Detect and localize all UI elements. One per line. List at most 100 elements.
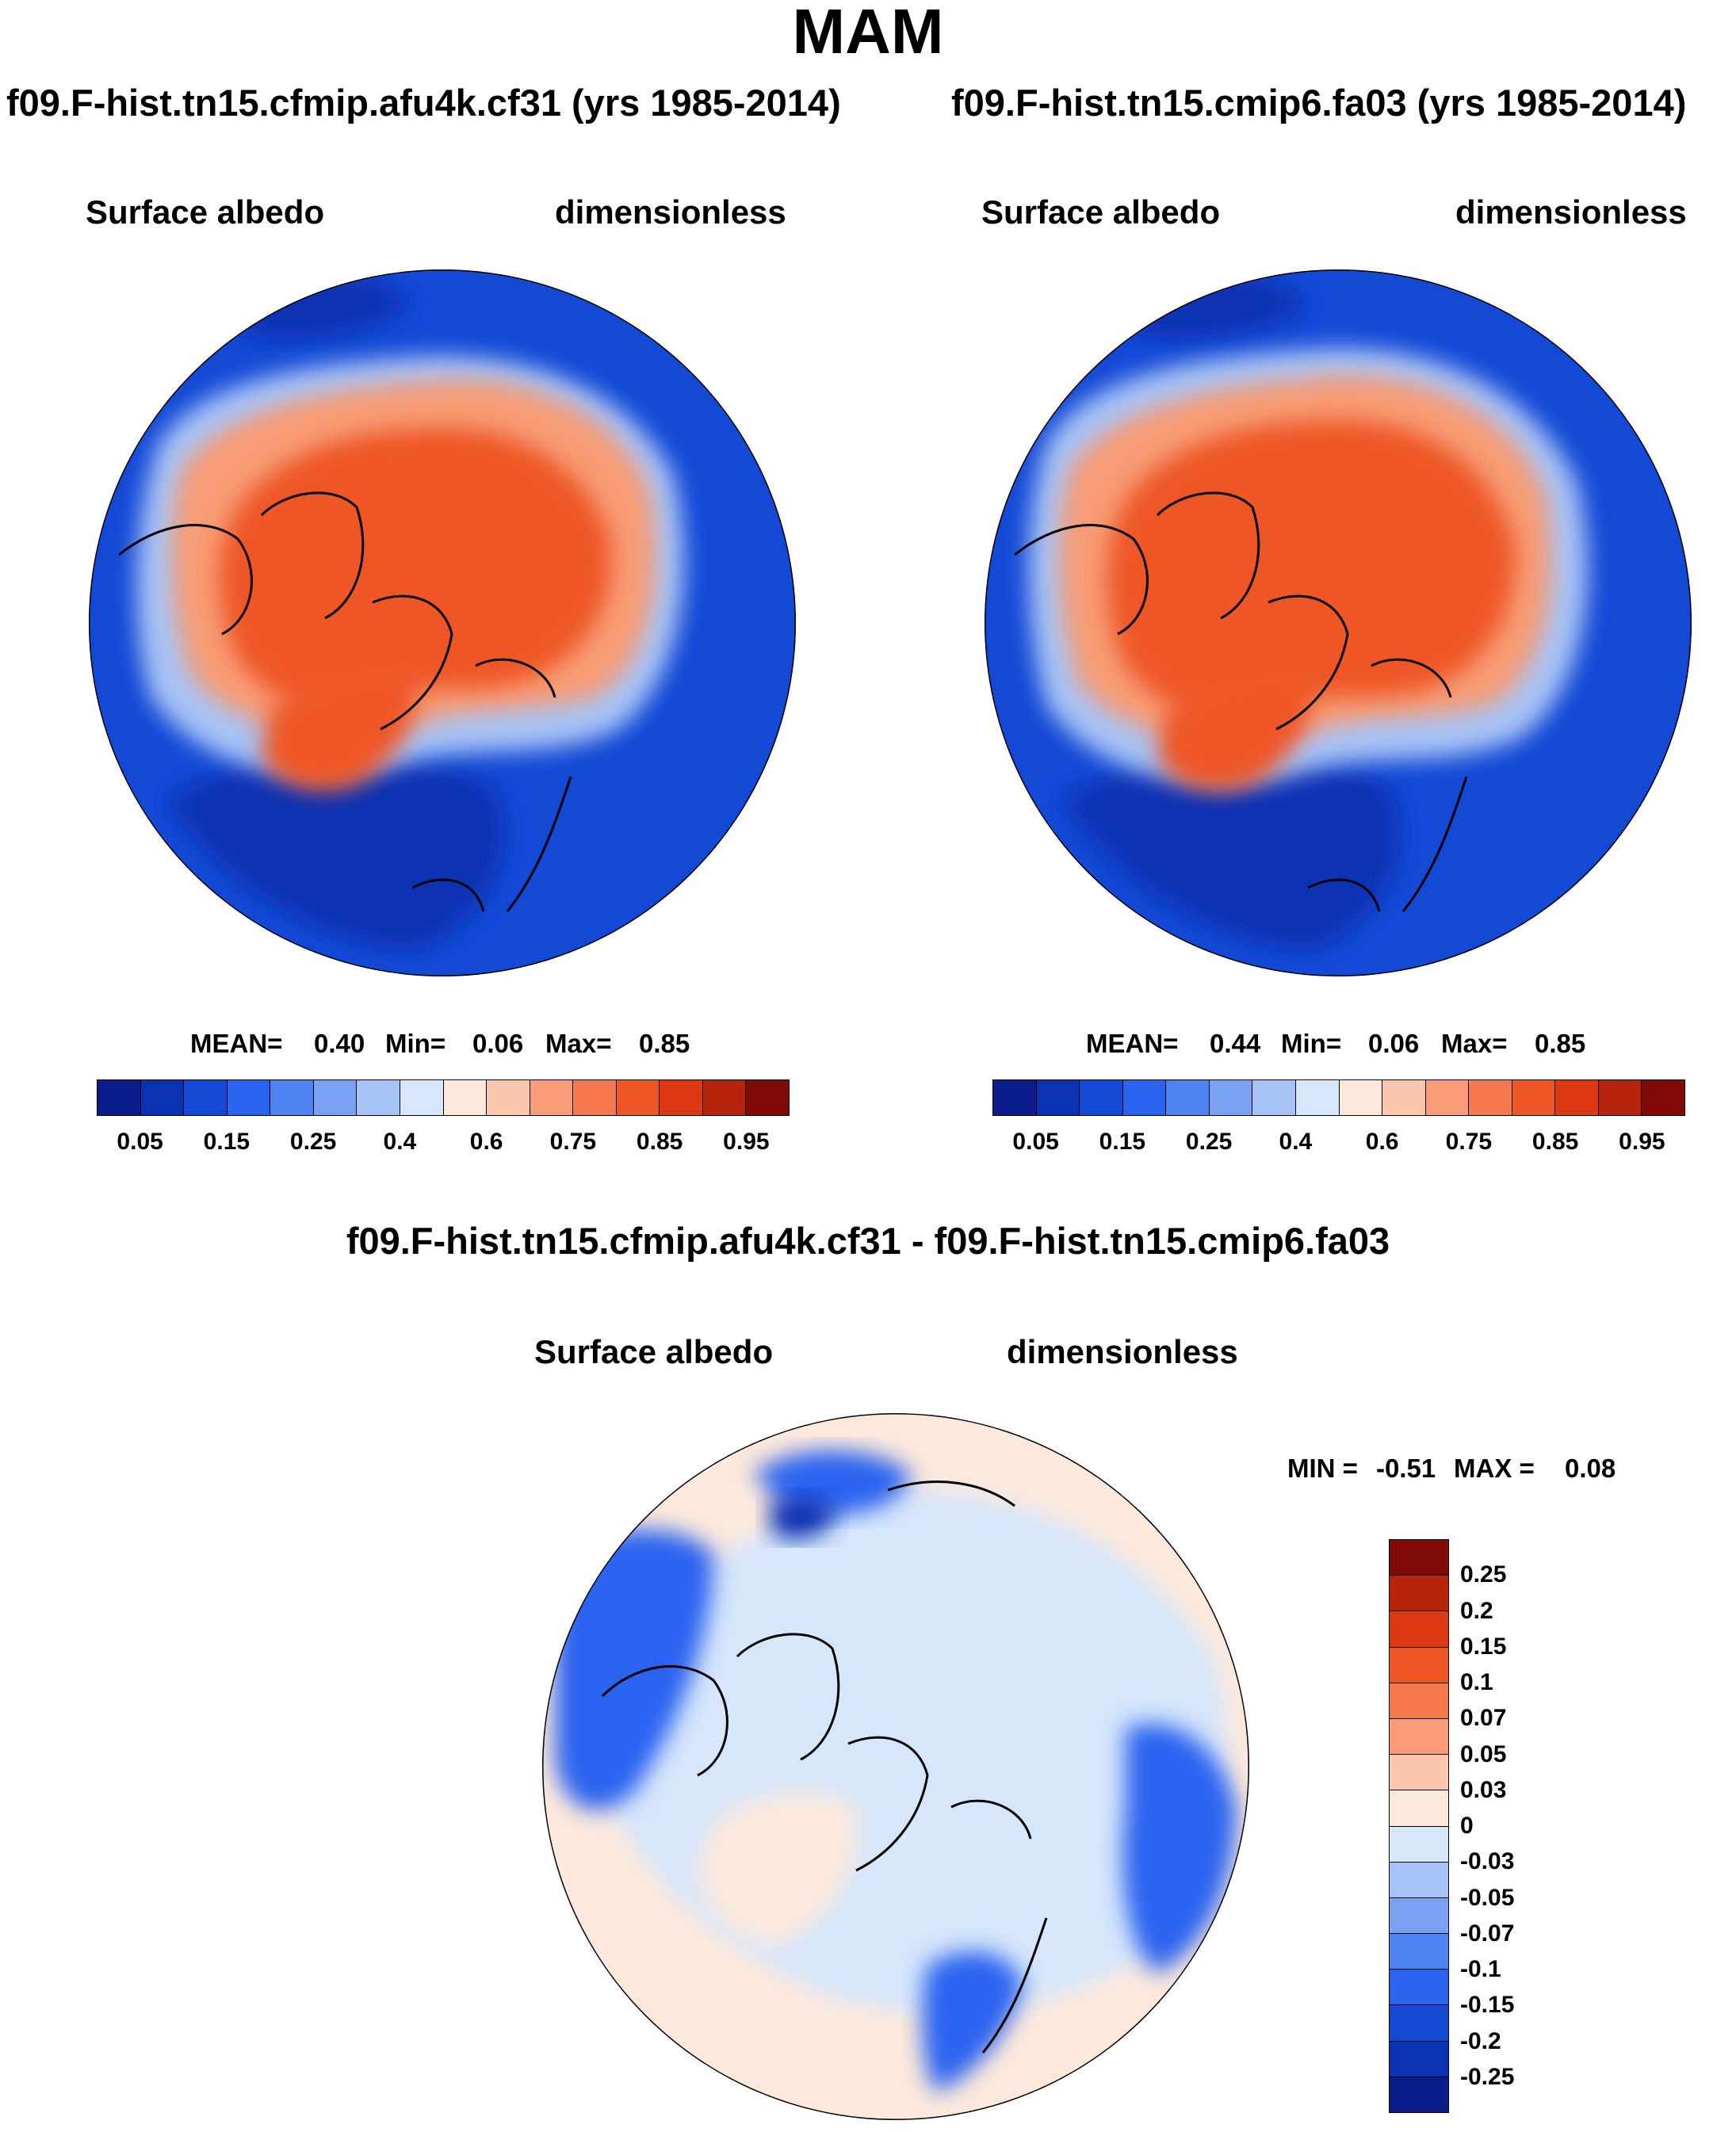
diff-min-label: MIN = [1287, 1454, 1358, 1483]
colorbar-tick-label: -0.25 [1460, 2063, 1515, 2090]
colorbar-swatch [227, 1080, 271, 1115]
left-max-label: Max= [545, 1029, 612, 1058]
colorbar-tick-label: 0.05 [1012, 1129, 1059, 1155]
colorbar-swatch [1209, 1080, 1253, 1115]
colorbar-tick-label: 0.05 [117, 1129, 163, 1155]
figure-title: MAM [792, 0, 944, 67]
colorbar-swatch [1295, 1080, 1340, 1115]
diff-units-label: dimensionless [1007, 1333, 1238, 1370]
colorbar-swatch [993, 1080, 1037, 1115]
left-min-label: Min= [385, 1029, 446, 1058]
diff-max-value: 0.08 [1565, 1454, 1616, 1483]
right-min-value: 0.06 [1368, 1029, 1420, 1058]
colorbar-swatch [573, 1080, 617, 1115]
colorbar-tick-label: 0.05 [1460, 1740, 1507, 1767]
diff-title: f09.F-hist.tn15.cfmip.afu4k.cf31 - f09.F… [346, 1220, 1390, 1262]
diff-variable-label: Surface albedo [534, 1333, 774, 1370]
colorbar-swatch [1390, 1790, 1448, 1827]
right-sea-ice [1107, 420, 1516, 712]
colorbar-swatch [702, 1080, 747, 1115]
colorbar-tick-label: 0.85 [1531, 1129, 1579, 1155]
left-units-label: dimensionless [555, 193, 786, 231]
diff-neg-strong [769, 1496, 836, 1539]
left-min-value: 0.06 [472, 1029, 524, 1058]
colorbar-tick-label: -0.15 [1460, 1992, 1515, 2019]
right-greenland-ice [1157, 667, 1313, 791]
colorbar-swatch [1555, 1080, 1599, 1115]
colorbar-tick-label: 0.25 [289, 1129, 337, 1155]
colorbar-tick-label: 0.15 [1460, 1633, 1507, 1660]
right-max-label: Max= [1441, 1029, 1508, 1058]
diff-neg-west [555, 1530, 713, 1810]
left-variable-label: Surface albedo [86, 193, 325, 231]
colorbar-swatch [616, 1080, 660, 1115]
right-coastline [1014, 491, 1468, 912]
colorbar-tick-label: 0 [1460, 1813, 1474, 1839]
left-max-value: 0.85 [639, 1029, 690, 1058]
colorbar-swatch [1425, 1080, 1470, 1115]
colorbar-swatch [443, 1080, 488, 1115]
left-mean-label: MEAN= [190, 1029, 283, 1058]
colorbar-swatch [1390, 2041, 1448, 2077]
colorbar-swatch [1598, 1080, 1642, 1115]
colorbar-swatch [357, 1080, 400, 1115]
colorbar-tick-label: 0.2 [1460, 1597, 1493, 1624]
colorbar-tick-label: 0.6 [1365, 1129, 1399, 1155]
colorbar-swatch [1390, 1540, 1448, 1576]
right-mean-label: MEAN= [1086, 1029, 1179, 1058]
colorbar-swatch [1390, 1897, 1448, 1935]
left-coastline [118, 491, 572, 912]
colorbar-swatch [184, 1080, 228, 1115]
colorbar-swatch [1390, 2077, 1448, 2112]
colorbar-swatch [1036, 1080, 1080, 1115]
left-greenland-ice [262, 667, 417, 791]
colorbar-tick-label: -0.03 [1460, 1848, 1515, 1875]
diff-polar-map [542, 1413, 1249, 2120]
colorbar-swatch [1252, 1080, 1296, 1115]
colorbar-tick-label: 0.25 [1185, 1129, 1233, 1155]
right-run-title: f09.F-hist.tn15.cmip6.fa03 (yrs 1985-201… [951, 82, 1687, 124]
colorbar-tick-label: 0.85 [636, 1129, 683, 1155]
colorbar-tick-label: -0.2 [1460, 2027, 1501, 2054]
colorbar-swatch [1166, 1080, 1210, 1115]
colorbar-tick-label: 0.07 [1460, 1705, 1507, 1732]
left-sea-ice [219, 428, 612, 704]
diff-coastline [601, 1481, 1048, 2054]
diff-neg-east [1122, 1723, 1237, 1973]
colorbar-swatch [313, 1080, 358, 1115]
colorbar-swatch [1122, 1080, 1167, 1115]
colorbar-tick-label: 0.1 [1460, 1669, 1493, 1695]
colorbar-tick-label: 0.4 [383, 1129, 417, 1155]
colorbar-tick-label: 0.75 [1445, 1129, 1493, 1155]
colorbar-swatch [1390, 1718, 1448, 1756]
colorbar-swatch [98, 1080, 141, 1115]
colorbar-swatch [1390, 1862, 1448, 1898]
left-deep-ocean [166, 754, 504, 951]
colorbar-tick-label: -0.05 [1460, 1884, 1515, 1911]
colorbar-swatch [487, 1080, 530, 1115]
left-colorbar [97, 1079, 790, 1116]
colorbar-tick-label: 0.6 [469, 1129, 503, 1155]
diff-max-label: MAX = [1454, 1454, 1535, 1483]
diff-min-value: -0.51 [1376, 1454, 1436, 1483]
colorbar-swatch [746, 1080, 789, 1115]
colorbar-swatch [1390, 1826, 1448, 1863]
colorbar-swatch [1512, 1080, 1556, 1115]
colorbar-tick-label: 0.03 [1460, 1776, 1507, 1803]
right-max-value: 0.85 [1535, 1029, 1586, 1058]
right-min-label: Min= [1281, 1029, 1342, 1058]
colorbar-tick-label: -0.07 [1460, 1920, 1515, 1947]
right-polar-map [985, 269, 1692, 976]
colorbar-swatch [1390, 1576, 1448, 1612]
diff-colorbar [1389, 1539, 1449, 2113]
left-polar-map [89, 269, 796, 976]
colorbar-swatch [660, 1080, 703, 1115]
colorbar-swatch [1080, 1080, 1123, 1115]
right-colorbar [992, 1079, 1685, 1116]
diff-pos-greenland [698, 1793, 858, 1943]
colorbar-swatch [1390, 1647, 1448, 1683]
colorbar-swatch [1390, 1611, 1448, 1648]
colorbar-swatch [1469, 1080, 1512, 1115]
right-units-label: dimensionless [1455, 193, 1687, 231]
